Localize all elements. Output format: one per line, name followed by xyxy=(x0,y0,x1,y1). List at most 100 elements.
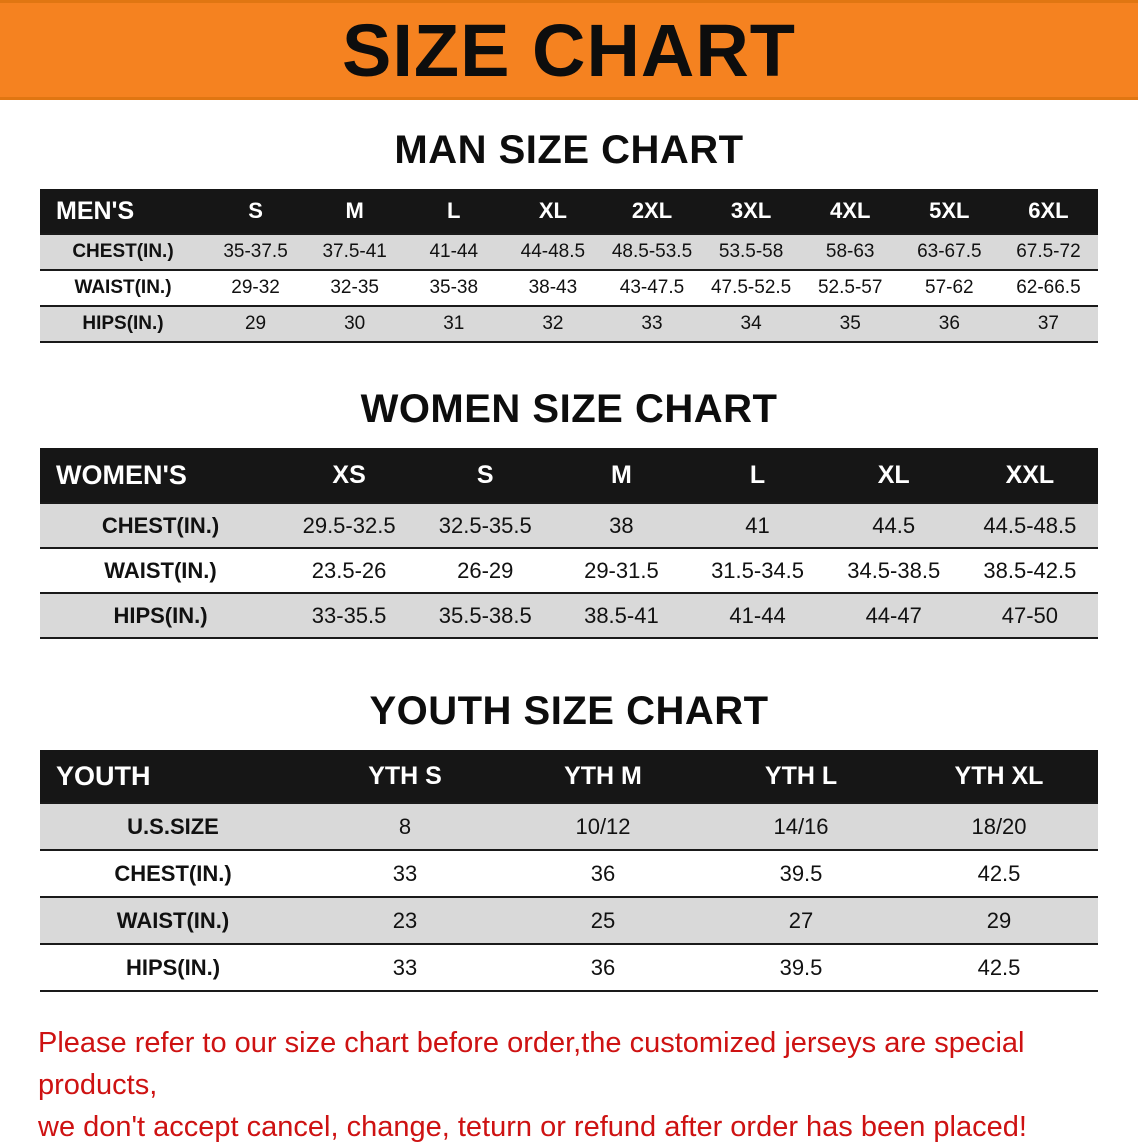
size-column-header: S xyxy=(206,189,306,234)
youth-size-section: YOUTH SIZE CHART YOUTH YTH S YTH M YTH L YTH… xyxy=(0,689,1138,992)
size-value-cell: 57-62 xyxy=(899,269,999,306)
size-value-cell: 30 xyxy=(305,305,405,343)
size-value-cell: 33-35.5 xyxy=(281,592,418,639)
row-label: HIPS(IN.) xyxy=(40,943,306,992)
size-column-header: L xyxy=(404,189,504,234)
size-value-cell: 23 xyxy=(306,896,504,944)
size-value-cell: 48.5-53.5 xyxy=(602,233,702,270)
table-header-row: WOMEN'S XS S M L XL XXL xyxy=(40,448,1098,503)
size-column-header: M xyxy=(305,189,405,234)
size-value-cell: 18/20 xyxy=(900,802,1098,850)
size-value-cell: 25 xyxy=(504,896,702,944)
size-value-cell: 29-31.5 xyxy=(553,547,690,593)
size-value-cell: 32 xyxy=(503,305,603,343)
size-column-header: L xyxy=(689,448,826,503)
size-value-cell: 37 xyxy=(998,305,1098,343)
size-value-cell: 29.5-32.5 xyxy=(281,502,418,548)
size-value-cell: 47.5-52.5 xyxy=(701,269,801,306)
size-column-header: S xyxy=(417,448,554,503)
size-value-cell: 33 xyxy=(602,305,702,343)
size-value-cell: 47-50 xyxy=(961,592,1098,639)
row-label: WAIST(IN.) xyxy=(40,269,206,306)
table-header-row: YOUTH YTH S YTH M YTH L YTH XL xyxy=(40,750,1098,803)
size-value-cell: 31.5-34.5 xyxy=(689,547,826,593)
size-value-cell: 53.5-58 xyxy=(701,233,801,270)
size-value-cell: 10/12 xyxy=(504,802,702,850)
size-column-header: XL xyxy=(503,189,603,234)
size-chart-banner: SIZE CHART xyxy=(0,0,1138,100)
size-column-header: YTH S xyxy=(306,750,504,803)
size-column-header: 2XL xyxy=(602,189,702,234)
measurement-row: CHEST(IN.) 29.5-32.5 32.5-35.5 38 41 44.5 44.5… xyxy=(40,502,1098,548)
order-notice-line-1: Please refer to our size chart before or… xyxy=(38,1027,1025,1102)
youth-size-heading: YOUTH SIZE CHART xyxy=(369,689,769,733)
size-value-cell: 8 xyxy=(306,802,504,850)
size-value-cell: 32-35 xyxy=(305,269,405,306)
size-value-cell: 37.5-41 xyxy=(305,233,405,270)
row-label: U.S.SIZE xyxy=(40,802,306,850)
size-value-cell: 33 xyxy=(306,849,504,897)
size-value-cell: 62-66.5 xyxy=(998,269,1098,306)
size-value-cell: 35 xyxy=(800,305,900,343)
man-size-heading: MAN SIZE CHART xyxy=(394,128,744,172)
size-value-cell: 33 xyxy=(306,943,504,992)
measurement-row: CHEST(IN.) 33 36 39.5 42.5 xyxy=(40,849,1098,897)
man-size-table: MEN'S S M L XL 2XL 3XL 4XL 5XL 6XL CHEST(IN.) 35-37… xyxy=(40,189,1098,343)
size-value-cell: 29 xyxy=(206,305,306,343)
size-value-cell: 34 xyxy=(701,305,801,343)
size-value-cell: 52.5-57 xyxy=(800,269,900,306)
size-column-header: 4XL xyxy=(800,189,900,234)
youth-size-table: YOUTH YTH S YTH M YTH L YTH XL U.S.SIZE 8 10/12… xyxy=(40,750,1098,992)
size-value-cell: 41-44 xyxy=(689,592,826,639)
size-column-header: M xyxy=(553,448,690,503)
size-value-cell: 41-44 xyxy=(404,233,504,270)
size-value-cell: 38.5-42.5 xyxy=(961,547,1098,593)
size-value-cell: 42.5 xyxy=(900,943,1098,992)
size-value-cell: 44.5 xyxy=(825,502,962,548)
size-value-cell: 38 xyxy=(553,502,690,548)
row-label: CHEST(IN.) xyxy=(40,502,281,548)
size-value-cell: 38.5-41 xyxy=(553,592,690,639)
size-column-header: YTH M xyxy=(504,750,702,803)
size-column-header: XXL xyxy=(961,448,1098,503)
size-value-cell: 41 xyxy=(689,502,826,548)
row-label: WAIST(IN.) xyxy=(40,547,281,593)
size-value-cell: 42.5 xyxy=(900,849,1098,897)
size-value-cell: 29 xyxy=(900,896,1098,944)
size-value-cell: 63-67.5 xyxy=(899,233,999,270)
measurement-row: CHEST(IN.) 35-37.5 37.5-41 41-44 44-48.5 48.5… xyxy=(40,233,1098,270)
table-header-row: MEN'S S M L XL 2XL 3XL 4XL 5XL 6XL xyxy=(40,189,1098,234)
size-column-header: XL xyxy=(825,448,962,503)
banner-title: SIZE CHART xyxy=(342,8,796,92)
size-value-cell: 14/16 xyxy=(702,802,900,850)
women-size-heading: WOMEN SIZE CHART xyxy=(360,387,778,431)
size-value-cell: 31 xyxy=(404,305,504,343)
size-value-cell: 39.5 xyxy=(702,943,900,992)
size-value-cell: 26-29 xyxy=(417,547,554,593)
size-value-cell: 36 xyxy=(899,305,999,343)
table-corner-label: WOMEN'S xyxy=(40,448,281,503)
size-value-cell: 44-48.5 xyxy=(503,233,603,270)
size-value-cell: 44.5-48.5 xyxy=(961,502,1098,548)
measurement-row: HIPS(IN.) 33-35.5 35.5-38.5 38.5-41 41-44 44-… xyxy=(40,592,1098,639)
measurement-row: WAIST(IN.) 23 25 27 29 xyxy=(40,896,1098,944)
row-label: WAIST(IN.) xyxy=(40,896,306,944)
measurement-row: WAIST(IN.) 23.5-26 26-29 29-31.5 31.5-34.5 34… xyxy=(40,547,1098,593)
size-value-cell: 36 xyxy=(504,849,702,897)
size-value-cell: 35-38 xyxy=(404,269,504,306)
measurement-row: HIPS(IN.) 33 36 39.5 42.5 xyxy=(40,943,1098,992)
row-label: HIPS(IN.) xyxy=(40,592,281,639)
size-value-cell: 67.5-72 xyxy=(998,233,1098,270)
size-value-cell: 44-47 xyxy=(825,592,962,639)
table-corner-label: MEN'S xyxy=(40,189,206,234)
size-value-cell: 35-37.5 xyxy=(206,233,306,270)
size-value-cell: 36 xyxy=(504,943,702,992)
man-size-section: MAN SIZE CHART MEN'S S M L XL 2XL 3XL 4XL 5XL 6XL… xyxy=(0,128,1138,343)
size-column-header: YTH L xyxy=(702,750,900,803)
size-column-header: XS xyxy=(281,448,418,503)
table-corner-label: YOUTH xyxy=(40,750,306,803)
row-label: HIPS(IN.) xyxy=(40,305,206,343)
size-column-header: 3XL xyxy=(701,189,801,234)
size-value-cell: 35.5-38.5 xyxy=(417,592,554,639)
size-value-cell: 29-32 xyxy=(206,269,306,306)
